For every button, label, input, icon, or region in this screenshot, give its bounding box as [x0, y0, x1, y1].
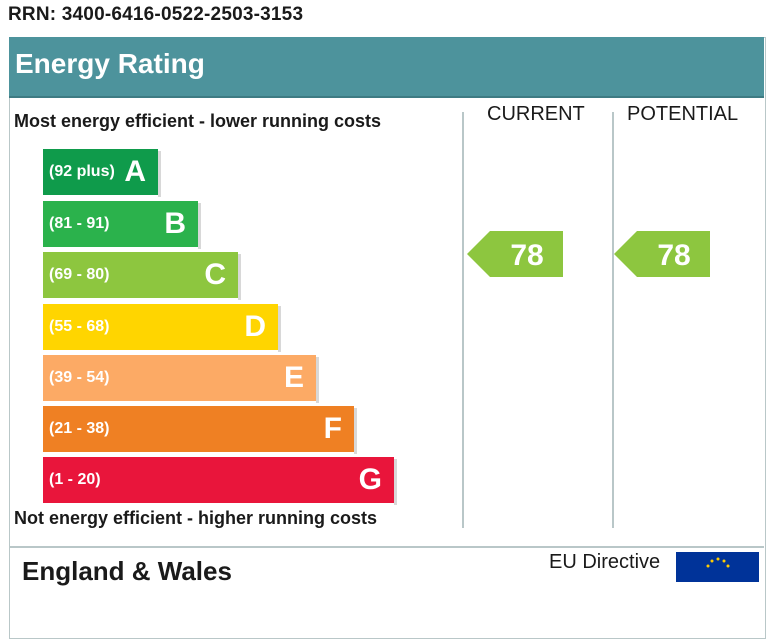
rating-band-range: (69 - 80)	[49, 266, 110, 283]
rating-band-letter: D	[244, 310, 266, 343]
least-efficient-note: Not energy efficient - higher running co…	[14, 508, 378, 528]
rating-band-letter: A	[124, 155, 146, 188]
potential-column-header: POTENTIAL	[627, 103, 739, 125]
most-efficient-note: Most energy efficient - lower running co…	[14, 111, 382, 131]
rating-band-f: (21 - 38) F	[43, 406, 357, 454]
rating-band-g: (1 - 20) G	[43, 457, 397, 505]
rrn-label: RRN: 3400-6416-0522-2503-3153	[8, 4, 304, 25]
rating-band-letter: F	[323, 412, 342, 445]
current-column-header: CURRENT	[487, 103, 585, 125]
energy-rating-header	[9, 37, 764, 98]
rating-band-range: (21 - 38)	[49, 420, 110, 437]
current-rating-arrow	[467, 231, 563, 277]
region-label: England & Wales	[22, 556, 232, 586]
column-divider	[612, 112, 614, 528]
rating-band-range: (92 plus)	[49, 163, 115, 180]
rating-band-a: (92 plus) A	[43, 149, 161, 197]
eu-flag-stars	[706, 557, 730, 568]
rating-band-range: (39 - 54)	[49, 369, 110, 386]
rating-band-range: (55 - 68)	[49, 318, 110, 335]
potential-rating-arrow	[614, 231, 710, 277]
rating-band-letter: E	[283, 361, 304, 394]
rating-band-c: (69 - 80) C	[43, 252, 241, 300]
rating-band-letter: C	[204, 258, 226, 291]
potential-rating-value: 78	[657, 239, 690, 272]
energy-rating-title: Energy Rating	[15, 48, 205, 79]
rating-band-d: (55 - 68) D	[43, 304, 281, 352]
rating-band-range: (81 - 91)	[49, 215, 110, 232]
eu-directive-label: EU Directive	[549, 551, 661, 573]
rating-indicators: 78 78	[467, 231, 710, 277]
rating-band-range: (1 - 20)	[49, 471, 101, 488]
eu-flag	[676, 552, 759, 582]
column-divider	[462, 112, 464, 528]
rating-band-e: (39 - 54) E	[43, 355, 319, 403]
current-rating-value: 78	[510, 239, 543, 272]
footer-divider	[9, 546, 764, 548]
rating-band-letter: B	[164, 207, 186, 240]
rating-band-b: (81 - 91) B	[43, 201, 201, 249]
rating-band-letter: G	[358, 463, 382, 496]
